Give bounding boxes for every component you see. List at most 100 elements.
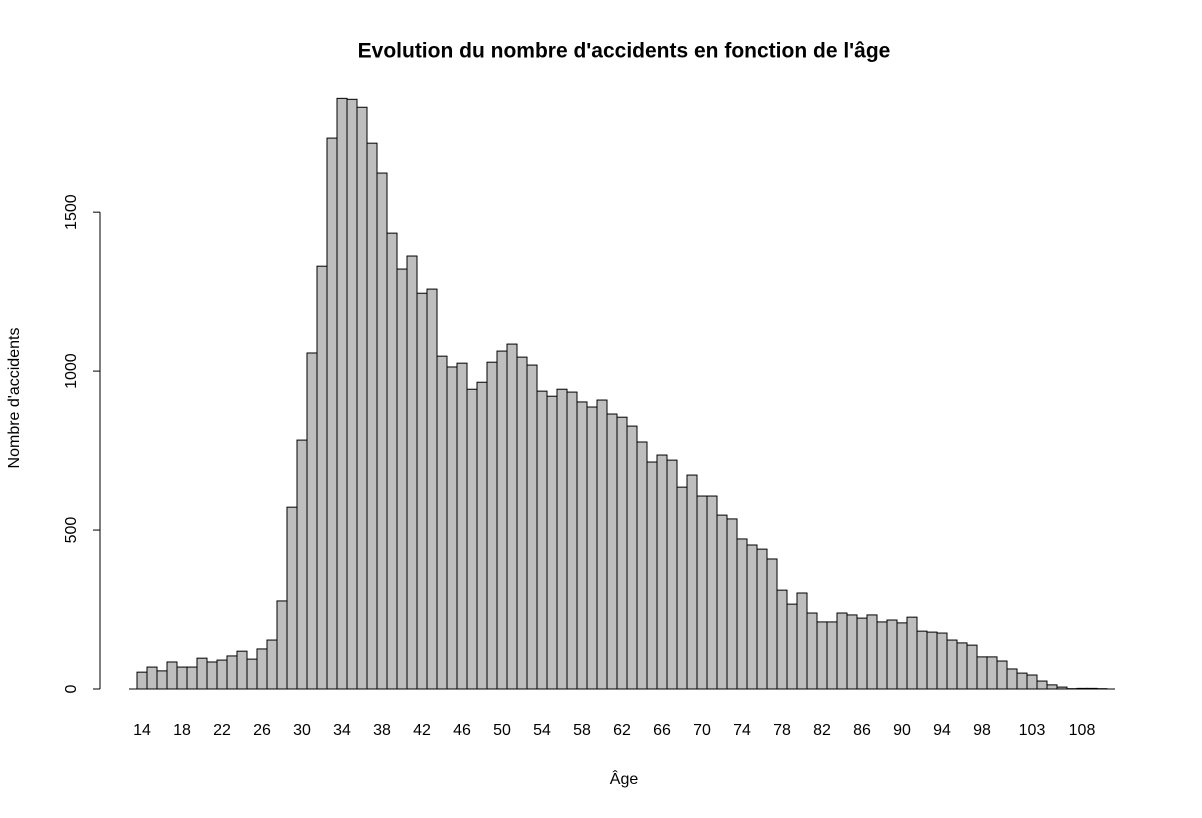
bar xyxy=(956,642,968,690)
bar xyxy=(336,97,348,690)
bar xyxy=(856,617,868,690)
bar xyxy=(636,441,648,690)
x-tick-label: 30 xyxy=(293,722,311,739)
bar xyxy=(1036,680,1048,690)
bar xyxy=(876,621,888,690)
bar xyxy=(346,98,358,690)
x-tick-label: 34 xyxy=(333,722,351,739)
bar xyxy=(906,616,918,690)
bar xyxy=(566,391,578,690)
x-tick-label: 50 xyxy=(493,722,511,739)
bar xyxy=(616,416,628,690)
bar xyxy=(226,655,238,690)
bar xyxy=(196,657,208,690)
bar xyxy=(136,671,148,690)
x-tick-label: 58 xyxy=(573,722,591,739)
x-tick-label: 103 xyxy=(1019,722,1046,739)
bar xyxy=(746,544,758,690)
bar xyxy=(836,612,848,690)
bar xyxy=(606,413,618,690)
x-tick-label: 74 xyxy=(733,722,751,739)
y-tick-label: 1000 xyxy=(63,353,80,389)
bar xyxy=(586,406,598,690)
y-tick-label: 0 xyxy=(63,684,80,693)
bar xyxy=(576,401,588,690)
bar xyxy=(766,558,778,690)
bar xyxy=(386,232,398,690)
bar xyxy=(556,388,568,690)
x-tick-label: 22 xyxy=(213,722,231,739)
bar xyxy=(816,621,828,690)
bar xyxy=(626,425,638,690)
bar xyxy=(546,395,558,690)
bar xyxy=(786,603,798,690)
bar xyxy=(936,632,948,690)
bar xyxy=(396,268,408,690)
bar xyxy=(416,292,428,690)
bar xyxy=(306,352,318,690)
bar xyxy=(166,661,178,690)
bar xyxy=(496,350,508,690)
bar xyxy=(736,538,748,690)
bar xyxy=(976,656,988,690)
bar xyxy=(506,343,518,690)
x-tick-label: 62 xyxy=(613,722,631,739)
bar xyxy=(706,495,718,690)
bar xyxy=(946,639,958,690)
bar xyxy=(236,650,248,690)
x-tick-label: 90 xyxy=(893,722,911,739)
bar xyxy=(686,474,698,690)
bar xyxy=(716,514,728,690)
bar xyxy=(1046,684,1058,690)
bar xyxy=(596,399,608,690)
x-tick-label: 98 xyxy=(973,722,991,739)
x-tick-label: 94 xyxy=(933,722,951,739)
bar xyxy=(1016,672,1028,690)
x-tick-label: 54 xyxy=(533,722,551,739)
x-tick-label: 70 xyxy=(693,722,711,739)
bar xyxy=(996,660,1008,690)
x-tick-label: 26 xyxy=(253,722,271,739)
x-tick-label: 14 xyxy=(133,722,151,739)
bar xyxy=(466,388,478,690)
bar xyxy=(646,461,658,690)
bar xyxy=(516,356,528,690)
bar xyxy=(526,364,538,690)
bar xyxy=(456,362,468,690)
bar xyxy=(296,439,308,690)
bar xyxy=(476,381,488,690)
bar xyxy=(666,459,678,690)
bar xyxy=(676,486,688,690)
bar xyxy=(366,142,378,690)
bar xyxy=(356,106,368,690)
bar xyxy=(436,355,448,690)
bar xyxy=(846,614,858,690)
bar xyxy=(756,548,768,690)
bar xyxy=(1026,674,1038,690)
x-tick-label: 82 xyxy=(813,722,831,739)
bar xyxy=(896,622,908,690)
bar xyxy=(866,614,878,690)
x-axis-title: Âge xyxy=(610,769,639,788)
bar xyxy=(246,658,258,690)
bar xyxy=(776,589,788,690)
bar xyxy=(916,630,928,690)
bar xyxy=(316,265,328,690)
x-tick-label: 78 xyxy=(773,722,791,739)
x-tick-label: 66 xyxy=(653,722,671,739)
bar xyxy=(806,612,818,690)
x-tick-label: 108 xyxy=(1069,722,1096,739)
bar xyxy=(826,621,838,690)
bar xyxy=(1006,668,1018,690)
x-tick-label: 42 xyxy=(413,722,431,739)
bar xyxy=(536,390,548,690)
chart-title: Evolution du nombre d'accidents en fonct… xyxy=(358,40,891,63)
x-tick-label: 38 xyxy=(373,722,391,739)
bar xyxy=(376,172,388,690)
bar xyxy=(276,600,288,690)
bar xyxy=(656,454,668,690)
y-tick-label: 500 xyxy=(63,517,80,544)
bar xyxy=(266,639,278,690)
bar xyxy=(446,366,458,690)
